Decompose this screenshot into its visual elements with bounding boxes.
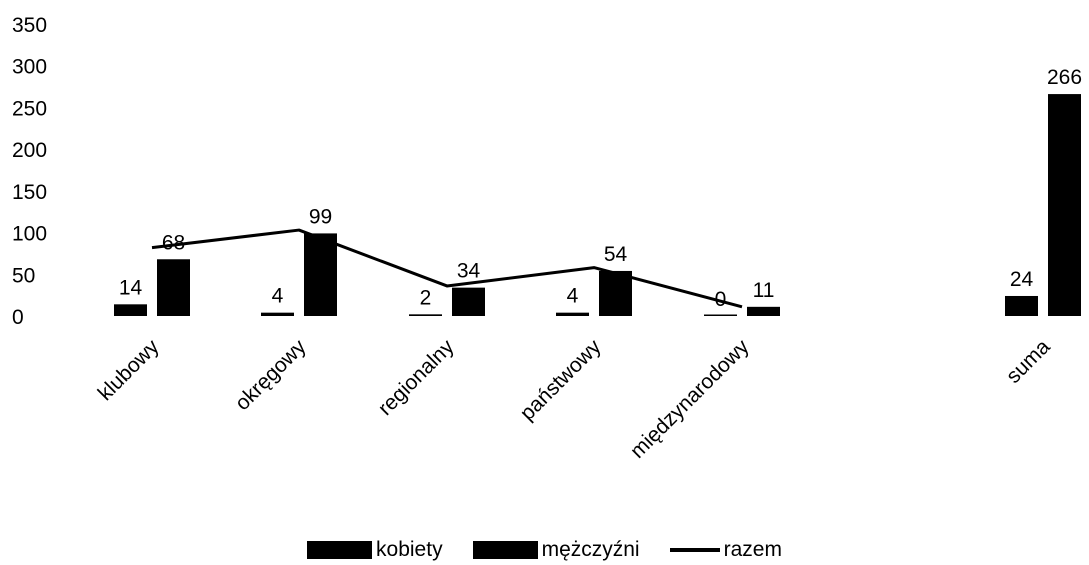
y-tick-label-50: 50 xyxy=(12,264,35,287)
legend-swatch-razem xyxy=(669,548,720,552)
bar-mezczyzni-1 xyxy=(304,233,337,316)
data-label-kobiety-4: 0 xyxy=(715,288,727,311)
category-label-5: suma xyxy=(1002,335,1055,388)
y-tick-label-100: 100 xyxy=(12,223,47,246)
line-razem xyxy=(151,228,743,309)
legend-item-kobiety: kobiety xyxy=(307,538,443,562)
bar-kobiety-3 xyxy=(556,312,589,316)
y-tick-label-350: 350 xyxy=(12,14,47,37)
data-label-mezczyzni-0: 68 xyxy=(162,231,185,254)
legend-label-razem: razem xyxy=(723,538,782,561)
bar-kobiety-4 xyxy=(704,314,737,316)
bar-kobiety-2 xyxy=(409,314,442,316)
data-label-kobiety-2: 2 xyxy=(420,286,432,309)
y-tick-label-0: 0 xyxy=(12,306,24,329)
data-label-kobiety-0: 14 xyxy=(119,276,143,299)
category-label-4: międzynarodowy xyxy=(626,335,754,463)
legend-swatch-kobiety xyxy=(307,541,373,559)
data-label-kobiety-5: 24 xyxy=(1010,268,1034,291)
legend-swatch-mezczyzni xyxy=(472,541,538,559)
data-label-mezczyzni-5: 266 xyxy=(1047,66,1082,89)
data-label-mezczyzni-3: 54 xyxy=(604,243,628,266)
legend-item-razem: razem xyxy=(669,538,782,562)
category-label-0: klubowy xyxy=(94,335,164,405)
bar-mezczyzni-3 xyxy=(599,270,632,316)
category-label-3: państwowy xyxy=(516,335,606,425)
category-label-1: okręgowy xyxy=(231,335,311,415)
legend-item-mezczyzni: mężczyźni xyxy=(472,538,640,562)
bar-mezczyzni-2 xyxy=(452,287,485,316)
bar-mezczyzni-5 xyxy=(1048,94,1081,316)
bar-kobiety-1 xyxy=(261,312,294,316)
legend-label-mezczyzni: mężczyźni xyxy=(541,538,640,561)
y-tick-label-250: 250 xyxy=(12,97,47,120)
data-label-kobiety-3: 4 xyxy=(567,285,579,308)
legend-label-kobiety: kobiety xyxy=(376,538,443,561)
data-label-kobiety-1: 4 xyxy=(272,285,284,308)
bar-kobiety-0 xyxy=(114,304,147,316)
category-label-2: regionalny xyxy=(374,335,459,420)
y-tick-label-200: 200 xyxy=(12,139,47,162)
data-label-mezczyzni-4: 11 xyxy=(753,279,775,302)
y-tick-label-150: 150 xyxy=(12,181,47,204)
legend: kobiety mężczyźni razem xyxy=(0,535,1089,565)
bars xyxy=(114,94,1081,316)
x-axis: klubowy okręgowy regionalny państwowy między… xyxy=(94,335,1055,463)
bar-mezczyzni-4 xyxy=(747,306,780,316)
bar-mezczyzni-0 xyxy=(157,259,190,316)
y-tick-label-300: 300 xyxy=(12,56,47,79)
bar-kobiety-5 xyxy=(1005,295,1038,316)
line-series xyxy=(151,228,743,309)
data-label-mezczyzni-1: 99 xyxy=(309,205,332,228)
y-axis: 0 50 100 150 200 250 300 350 xyxy=(12,14,47,329)
data-label-mezczyzni-2: 34 xyxy=(457,260,481,283)
